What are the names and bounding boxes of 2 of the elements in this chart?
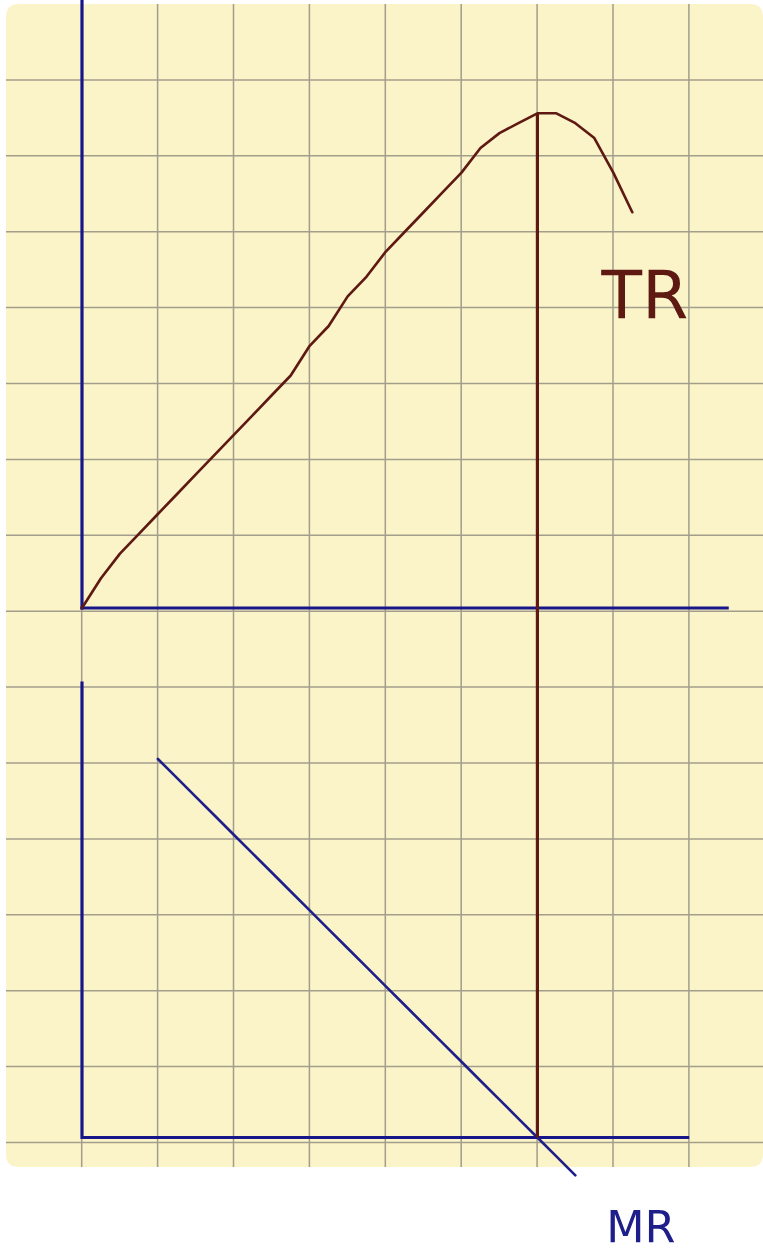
series-label: TR bbox=[601, 269, 687, 319]
series-label: MR bbox=[610, 1209, 675, 1243]
